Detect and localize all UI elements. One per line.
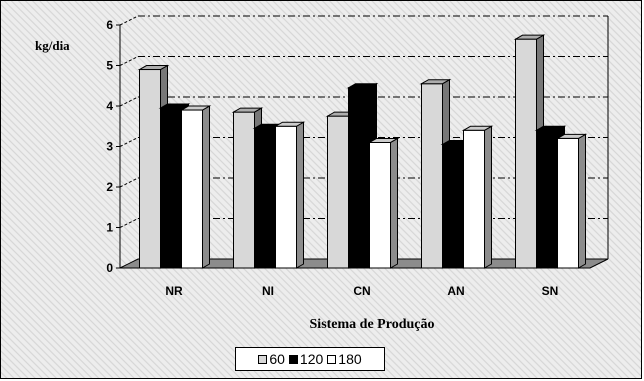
x-tick-label: SN xyxy=(542,284,559,298)
bar xyxy=(367,137,400,269)
axes xyxy=(116,15,609,269)
y-tick-label: 5 xyxy=(106,59,113,73)
bar-front xyxy=(369,141,391,269)
gridline-side xyxy=(119,218,139,228)
bar-front xyxy=(254,127,276,269)
bar-top xyxy=(273,121,306,127)
gridline-side xyxy=(119,15,139,26)
bar-front xyxy=(160,107,182,269)
bar-front xyxy=(421,83,443,269)
bar xyxy=(555,133,588,269)
y-tick-label: 3 xyxy=(106,140,113,154)
bar-top xyxy=(179,105,212,111)
bar-front xyxy=(275,125,297,269)
gridline-side xyxy=(119,56,139,66)
bars xyxy=(137,34,588,269)
y-tick-label: 0 xyxy=(106,261,113,275)
legend-item: 60 xyxy=(258,351,285,367)
bar-side xyxy=(296,121,304,269)
bar xyxy=(179,105,212,269)
y-tick-label: 1 xyxy=(106,221,113,235)
bar-top xyxy=(555,133,588,139)
bar-top xyxy=(513,34,546,40)
bar-front xyxy=(327,115,349,269)
y-tick-label: 2 xyxy=(106,180,113,194)
legend-label: 120 xyxy=(299,351,324,367)
legend: 60 120 180 xyxy=(235,347,385,371)
bar-front xyxy=(442,143,464,269)
y-tick-label: 6 xyxy=(106,18,113,32)
legend-swatch xyxy=(288,354,298,364)
bar-top xyxy=(346,83,379,89)
bar-front xyxy=(181,109,203,269)
bar-front xyxy=(557,137,579,269)
x-tick-label: CN xyxy=(353,284,370,298)
bar-side xyxy=(390,137,398,269)
bar-top xyxy=(367,137,400,143)
gridline-side xyxy=(119,137,139,147)
gridline-side xyxy=(119,177,139,188)
gridline-side xyxy=(119,96,139,107)
bar-top xyxy=(231,107,264,113)
bar-front xyxy=(536,129,558,269)
y-tick-labels: 0 1 2 3 4 5 6 xyxy=(106,18,113,275)
legend-label: 60 xyxy=(269,351,285,367)
legend-swatch xyxy=(327,354,337,364)
bar-side xyxy=(484,125,492,269)
legend-label: 180 xyxy=(338,351,362,367)
legend-item: 120 xyxy=(288,351,324,367)
bar-side xyxy=(202,105,210,269)
y-axis-label: kg/dia xyxy=(35,38,70,53)
x-tick-labels: NR NI CN AN SN xyxy=(165,284,558,298)
x-tick-label: AN xyxy=(447,284,464,298)
bar-front xyxy=(139,69,161,269)
bar xyxy=(273,121,306,269)
x-axis-label: Sistema de Produção xyxy=(310,317,435,332)
x-tick-label: NI xyxy=(262,284,274,298)
bar-top xyxy=(158,103,191,109)
bar-top xyxy=(419,79,452,85)
x-tick-label: NR xyxy=(165,284,183,298)
bar-side xyxy=(578,133,586,269)
bar-top xyxy=(461,125,494,131)
bar-front xyxy=(515,38,537,269)
bar xyxy=(461,125,494,269)
legend-item: 180 xyxy=(327,351,362,367)
bar-front xyxy=(233,111,255,269)
bar-front xyxy=(463,129,485,269)
bar-top xyxy=(137,65,170,71)
legend-swatch xyxy=(258,354,268,364)
bar-top xyxy=(534,125,567,131)
y-tick-label: 4 xyxy=(106,99,113,113)
bar-front xyxy=(348,87,370,269)
